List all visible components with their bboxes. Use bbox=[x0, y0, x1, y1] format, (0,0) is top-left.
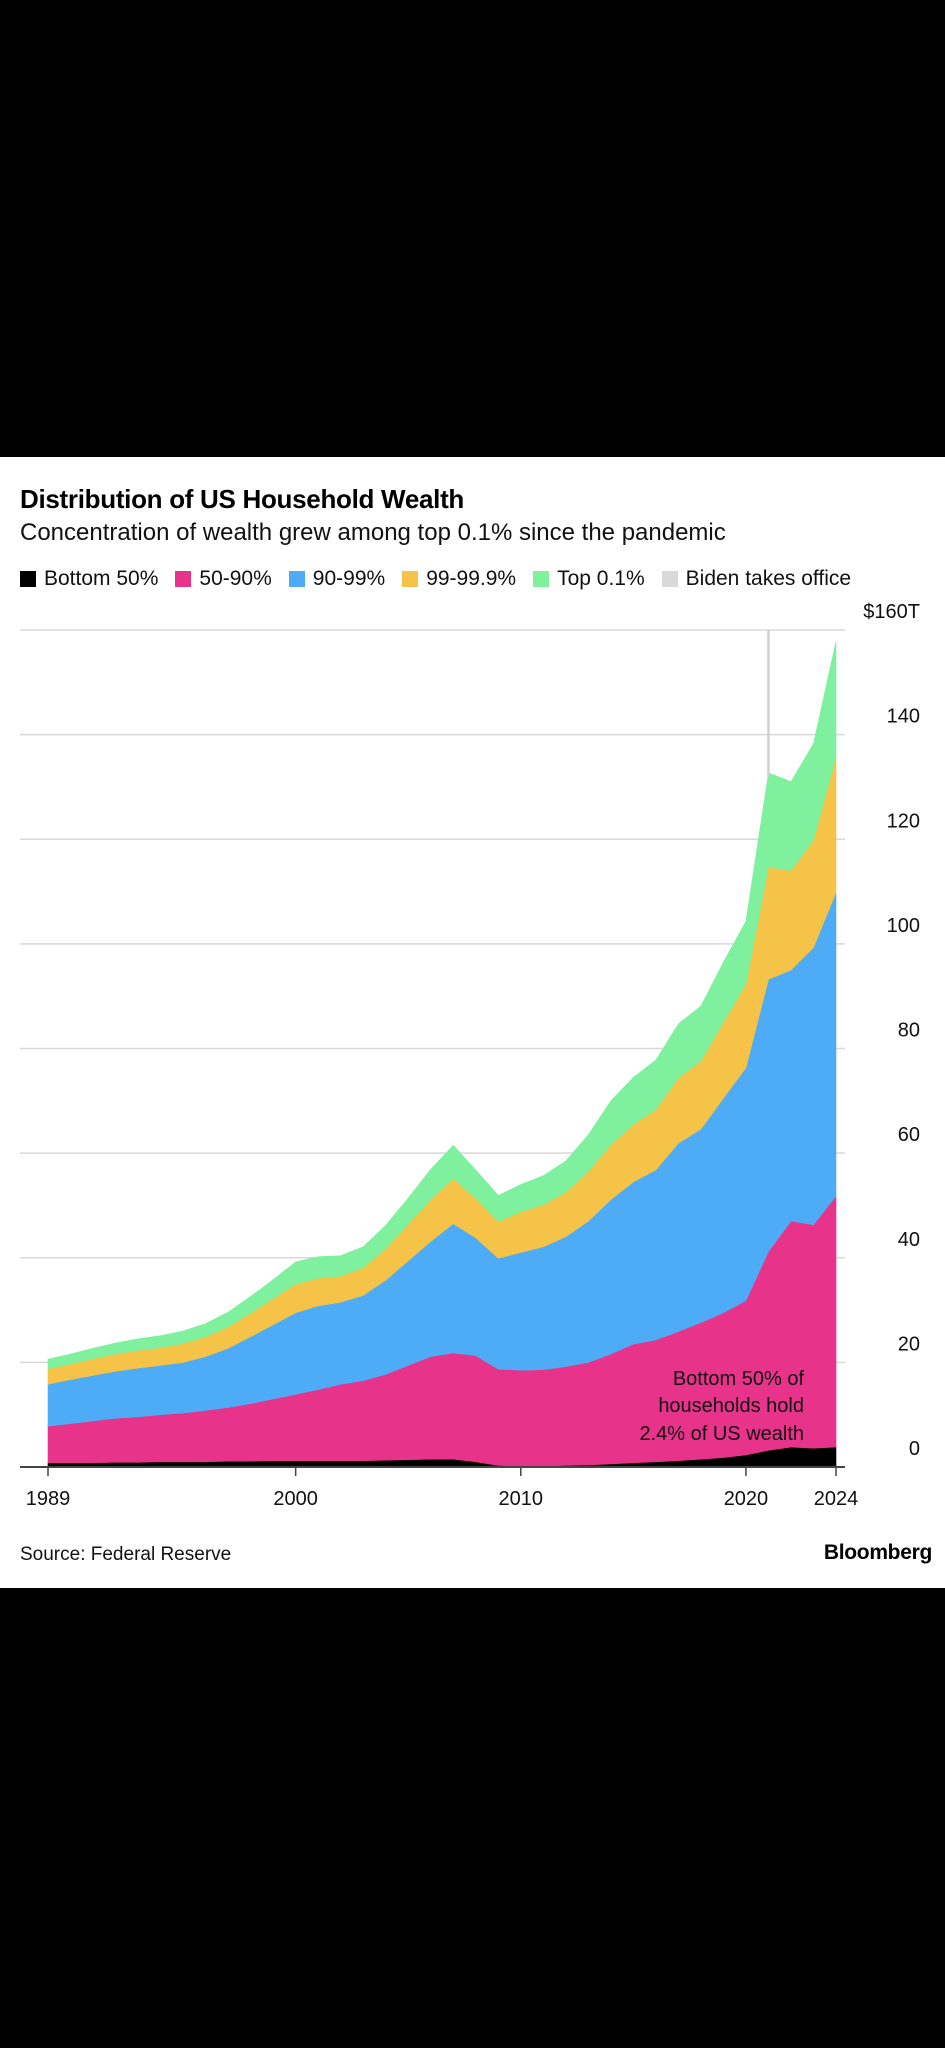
annotation-text: 2.4% of US wealth bbox=[639, 1423, 804, 1445]
chart-title: Distribution of US Household Wealth bbox=[20, 484, 465, 514]
legend-label: 50-90% bbox=[199, 567, 272, 590]
legend-item-50-90: 50-90% bbox=[175, 567, 272, 591]
legend-swatch bbox=[20, 571, 36, 587]
chart-legend: Bottom 50% 50-90% 90-99% 99-99.9% Top 0.… bbox=[20, 567, 868, 591]
area-series bbox=[47, 641, 837, 1370]
x-tick-label: 1989 bbox=[26, 1488, 71, 1510]
chart-subtitle: Concentration of wealth grew among top 0… bbox=[20, 519, 726, 546]
x-tick-label: 2000 bbox=[273, 1488, 318, 1510]
y-tick-label: $160T bbox=[863, 601, 920, 623]
legend-item-99-99-9: 99-99.9% bbox=[402, 567, 516, 591]
legend-label: Top 0.1% bbox=[557, 567, 645, 590]
x-tick-label: 2020 bbox=[724, 1488, 769, 1510]
annotation-text: households hold bbox=[658, 1395, 804, 1417]
y-tick-label: 60 bbox=[898, 1124, 920, 1146]
y-tick-label: 20 bbox=[898, 1333, 920, 1355]
legend-swatch bbox=[533, 571, 550, 587]
legend-swatch bbox=[402, 571, 419, 587]
y-tick-label: 140 bbox=[887, 706, 920, 728]
x-tick-label: 2024 bbox=[814, 1488, 859, 1510]
legend-label: 99-99.9% bbox=[426, 567, 517, 590]
legend-label: Biden takes office bbox=[685, 567, 852, 590]
y-tick-label: 100 bbox=[887, 915, 920, 937]
chart-plot: 1989 2000 2010 2020 2024 0 20 40 60 80 100 120 140 $1… bbox=[20, 601, 920, 1510]
y-tick-label: 40 bbox=[898, 1229, 920, 1251]
y-tick-label: 120 bbox=[887, 810, 920, 832]
legend-item-top-0-1: Top 0.1% bbox=[533, 567, 645, 591]
annotation-text: Bottom 50% of bbox=[673, 1368, 805, 1390]
x-tick-label: 2010 bbox=[499, 1488, 544, 1510]
legend-label: 90-99% bbox=[312, 567, 386, 590]
legend-label: Bottom 50% bbox=[44, 567, 159, 590]
source-note: Source: Federal Reserve bbox=[20, 1544, 232, 1565]
y-tick-label: 80 bbox=[898, 1020, 920, 1042]
bloomberg-logo: Bloomberg bbox=[823, 1541, 932, 1564]
legend-item-90-99: 90-99% bbox=[288, 567, 386, 591]
legend-swatch bbox=[661, 571, 678, 587]
legend-item-biden-takes-office: Biden takes office bbox=[661, 567, 852, 591]
chart-card: 1989 2000 2010 2020 2024 0 20 40 60 80 100 120 140 $1… bbox=[0, 457, 945, 1588]
legend-item-bottom-50: Bottom 50% bbox=[20, 567, 158, 591]
legend-swatch bbox=[288, 571, 305, 587]
legend-swatch bbox=[175, 571, 192, 587]
y-tick-label: 0 bbox=[909, 1438, 920, 1460]
